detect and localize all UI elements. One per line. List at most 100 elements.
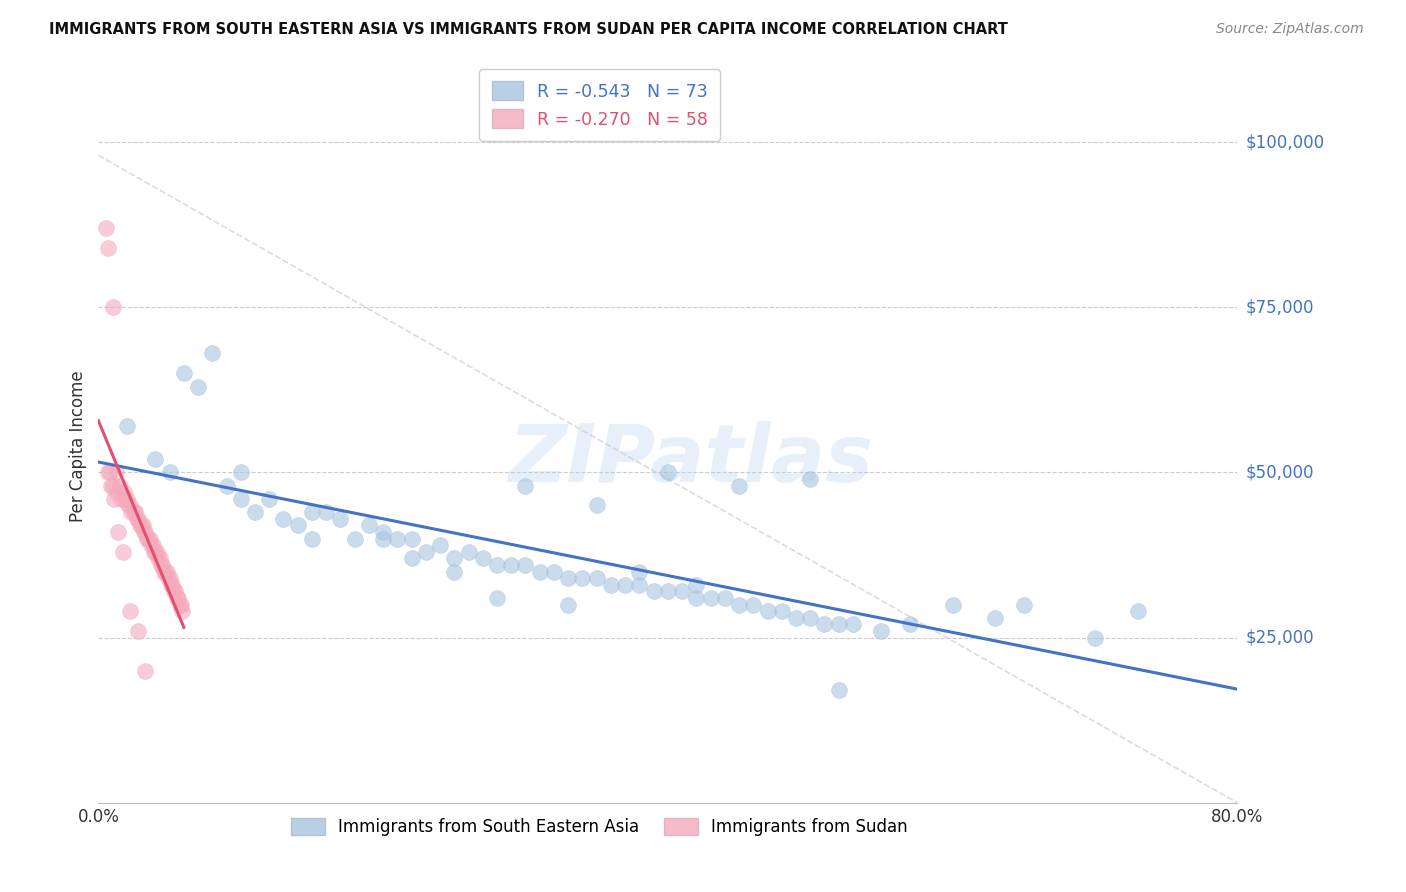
Point bbox=[104, 466, 127, 480]
Point bbox=[201, 346, 224, 360]
Point bbox=[167, 591, 190, 605]
Point bbox=[942, 598, 965, 612]
Point bbox=[1084, 631, 1107, 645]
Point bbox=[163, 584, 186, 599]
Point bbox=[131, 518, 153, 533]
Point bbox=[107, 524, 129, 539]
Point bbox=[157, 571, 180, 585]
Point bbox=[685, 578, 707, 592]
Point bbox=[129, 518, 152, 533]
Point bbox=[127, 511, 149, 525]
Text: $50,000: $50,000 bbox=[1246, 464, 1315, 482]
Point bbox=[273, 511, 295, 525]
Point bbox=[94, 221, 117, 235]
Point bbox=[813, 617, 835, 632]
Point bbox=[139, 538, 162, 552]
Point bbox=[115, 491, 138, 506]
Point bbox=[728, 598, 751, 612]
Point bbox=[101, 478, 124, 492]
Point bbox=[187, 379, 209, 393]
Point bbox=[443, 565, 465, 579]
Point bbox=[110, 491, 132, 506]
Point bbox=[153, 565, 176, 579]
Point bbox=[134, 664, 156, 678]
Point bbox=[141, 538, 163, 552]
Point bbox=[571, 571, 593, 585]
Point bbox=[229, 491, 252, 506]
Point bbox=[146, 545, 169, 559]
Point bbox=[486, 558, 509, 572]
Point bbox=[315, 505, 337, 519]
Point bbox=[159, 571, 181, 585]
Point bbox=[173, 367, 195, 381]
Point bbox=[343, 532, 366, 546]
Point bbox=[543, 565, 565, 579]
Point bbox=[657, 584, 679, 599]
Point bbox=[128, 518, 150, 533]
Point bbox=[898, 617, 921, 632]
Point bbox=[97, 241, 120, 255]
Point bbox=[170, 598, 193, 612]
Point bbox=[828, 617, 851, 632]
Point bbox=[215, 478, 238, 492]
Point bbox=[117, 499, 139, 513]
Text: $100,000: $100,000 bbox=[1246, 133, 1324, 151]
Point bbox=[124, 505, 146, 519]
Point bbox=[770, 604, 793, 618]
Point bbox=[101, 300, 124, 314]
Point bbox=[799, 472, 821, 486]
Point bbox=[785, 611, 807, 625]
Point bbox=[169, 598, 191, 612]
Point bbox=[142, 545, 165, 559]
Point bbox=[166, 591, 188, 605]
Point bbox=[259, 491, 281, 506]
Point bbox=[229, 466, 252, 480]
Point bbox=[172, 604, 194, 618]
Text: $25,000: $25,000 bbox=[1246, 629, 1315, 647]
Point bbox=[100, 478, 122, 492]
Point bbox=[301, 532, 323, 546]
Point bbox=[501, 558, 523, 572]
Point bbox=[401, 532, 423, 546]
Point bbox=[387, 532, 409, 546]
Point bbox=[415, 545, 437, 559]
Point bbox=[828, 683, 851, 698]
Point bbox=[515, 558, 537, 572]
Point bbox=[515, 478, 537, 492]
Point bbox=[114, 491, 136, 506]
Point bbox=[329, 511, 352, 525]
Point bbox=[118, 499, 141, 513]
Point bbox=[152, 558, 174, 572]
Legend: Immigrants from South Eastern Asia, Immigrants from Sudan: Immigrants from South Eastern Asia, Immi… bbox=[283, 810, 915, 845]
Text: $75,000: $75,000 bbox=[1246, 298, 1315, 317]
Point bbox=[585, 499, 607, 513]
Point bbox=[628, 578, 651, 592]
Point bbox=[457, 545, 479, 559]
Point bbox=[159, 466, 181, 480]
Point bbox=[125, 511, 148, 525]
Point bbox=[870, 624, 893, 638]
Point bbox=[756, 604, 779, 618]
Point bbox=[728, 478, 751, 492]
Point bbox=[122, 505, 145, 519]
Point bbox=[443, 551, 465, 566]
Point bbox=[145, 452, 167, 467]
Point bbox=[134, 524, 156, 539]
Point bbox=[557, 571, 579, 585]
Point bbox=[148, 551, 170, 566]
Point bbox=[136, 532, 159, 546]
Point bbox=[585, 571, 607, 585]
Point bbox=[132, 524, 155, 539]
Point bbox=[671, 584, 693, 599]
Text: IMMIGRANTS FROM SOUTH EASTERN ASIA VS IMMIGRANTS FROM SUDAN PER CAPITA INCOME CO: IMMIGRANTS FROM SOUTH EASTERN ASIA VS IM… bbox=[49, 22, 1008, 37]
Point bbox=[115, 419, 138, 434]
Point bbox=[600, 578, 623, 592]
Point bbox=[165, 584, 187, 599]
Point bbox=[1126, 604, 1149, 618]
Point bbox=[243, 505, 266, 519]
Point bbox=[138, 532, 160, 546]
Point bbox=[287, 518, 309, 533]
Point bbox=[614, 578, 637, 592]
Text: Source: ZipAtlas.com: Source: ZipAtlas.com bbox=[1216, 22, 1364, 37]
Point bbox=[471, 551, 494, 566]
